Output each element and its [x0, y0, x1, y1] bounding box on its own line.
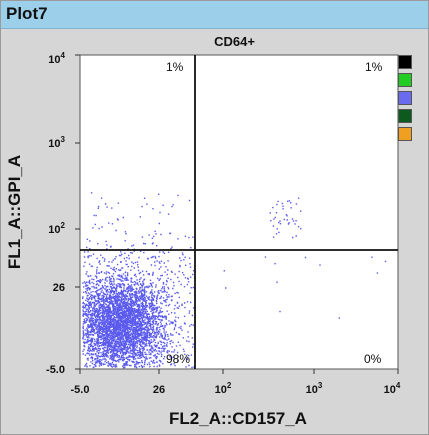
x-axis-title: FL2_A::CD157_A: [169, 409, 307, 428]
quadrant-lower-left-pct: 98%: [166, 352, 190, 366]
quadrant-upper-right-pct: 1%: [365, 60, 383, 74]
x-tick-label: 103: [306, 381, 323, 396]
title-bar[interactable]: Plot7: [1, 1, 428, 29]
y-axis: -5.0 26 102 103 104: [46, 51, 80, 376]
event-dots: [82, 192, 387, 369]
legend-swatch-orange[interactable]: [398, 127, 412, 141]
y-tick-label: 104: [48, 51, 65, 66]
x-tick-label: 26: [153, 384, 165, 396]
y-axis-title: FL1_A::GPI_A: [5, 155, 24, 269]
color-legend: [398, 55, 412, 145]
y-tick-label: 103: [48, 135, 65, 150]
x-tick-label: 104: [384, 381, 401, 396]
legend-swatch-green[interactable]: [398, 73, 412, 87]
quadrant-lower-right-pct: 0%: [364, 352, 382, 366]
legend-swatch-blue[interactable]: [398, 91, 412, 105]
y-tick-label: 102: [48, 221, 65, 236]
y-tick-label: 26: [53, 282, 65, 294]
plot-area[interactable]: [79, 54, 399, 370]
legend-swatch-dark-green[interactable]: [398, 109, 412, 123]
y-tick-label: -5.0: [46, 364, 65, 376]
x-tick-label: -5.0: [71, 384, 90, 396]
window-title: Plot7: [6, 4, 48, 23]
x-axis: -5.0 26 102 103 104: [71, 369, 401, 396]
gate-label: CD64+: [214, 34, 255, 49]
event-dot-cloud: [82, 192, 387, 369]
quadrant-upper-left-pct: 1%: [166, 60, 184, 74]
legend-swatch-black[interactable]: [398, 55, 412, 69]
x-tick-label: 102: [215, 381, 232, 396]
